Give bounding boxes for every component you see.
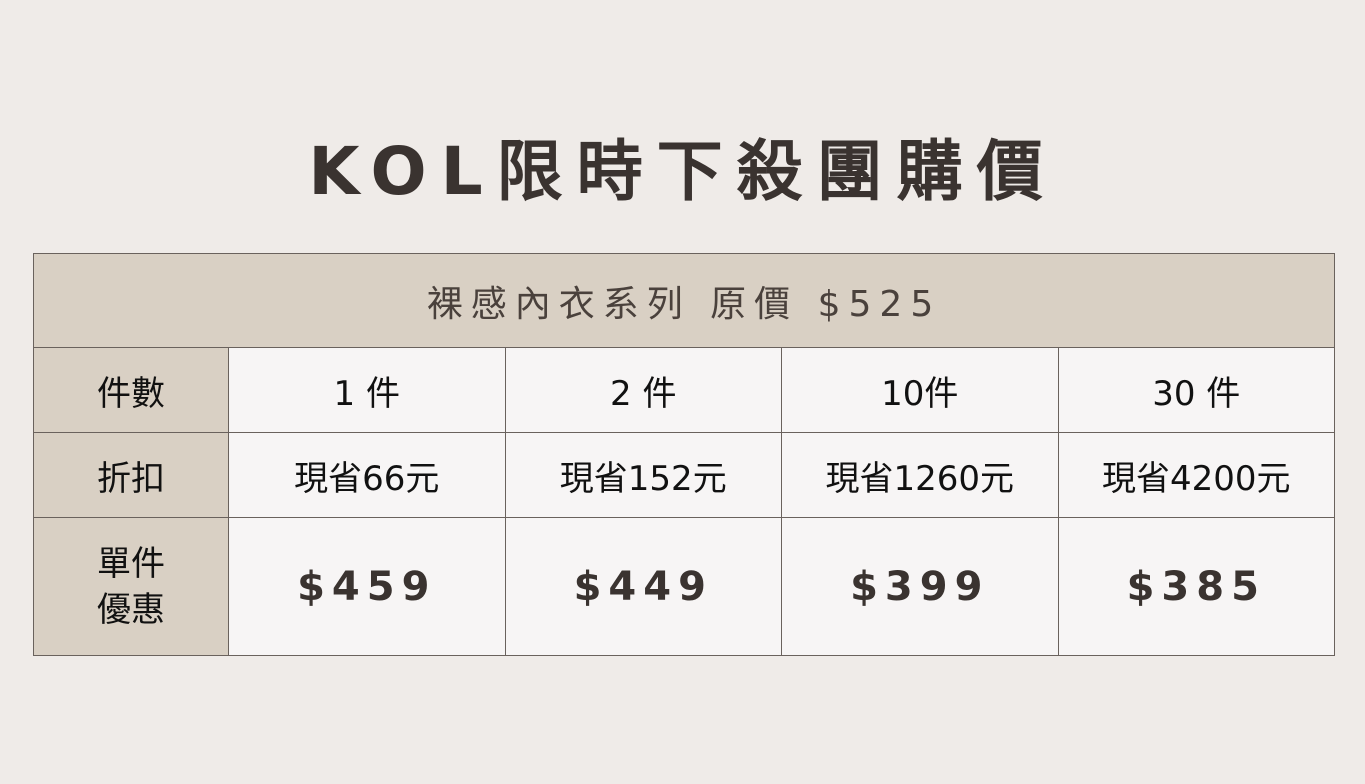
table-cell: 現省152元 bbox=[504, 432, 782, 518]
table-header-row: 裸感內衣系列 原價 $525 bbox=[33, 253, 1335, 348]
table-row-discount: 折扣 現省66元 現省152元 現省1260元 現省4200元 bbox=[33, 432, 1335, 518]
table-cell: 現省1260元 bbox=[781, 432, 1059, 518]
row-label-line: 優惠 bbox=[97, 589, 165, 630]
row-label: 單件 優惠 bbox=[33, 517, 229, 656]
price-cell: $385 bbox=[1057, 517, 1335, 656]
row-label-line: 單件 bbox=[97, 543, 165, 584]
row-label: 折扣 bbox=[33, 432, 229, 518]
table-cell: 現省4200元 bbox=[1057, 432, 1335, 518]
table-cell: 30 件 bbox=[1057, 347, 1335, 433]
price-cell: $399 bbox=[781, 517, 1059, 656]
row-label: 件數 bbox=[33, 347, 229, 433]
table-cell: 2 件 bbox=[504, 347, 782, 433]
table-cell: 1 件 bbox=[228, 347, 506, 433]
table-row-unit-price: 單件 優惠 $459 $449 $399 $385 bbox=[33, 517, 1335, 656]
table-cell: 10件 bbox=[781, 347, 1059, 433]
table-cell: 現省66元 bbox=[228, 432, 506, 518]
pricing-table: 裸感內衣系列 原價 $525 件數 1 件 2 件 10件 30 件 折扣 現省… bbox=[33, 253, 1335, 656]
series-header: 裸感內衣系列 原價 $525 bbox=[33, 253, 1335, 348]
table-row-quantity: 件數 1 件 2 件 10件 30 件 bbox=[33, 347, 1335, 433]
page-title: KOL限時下殺團購價 bbox=[308, 133, 1057, 210]
price-cell: $459 bbox=[228, 517, 506, 656]
price-cell: $449 bbox=[504, 517, 782, 656]
